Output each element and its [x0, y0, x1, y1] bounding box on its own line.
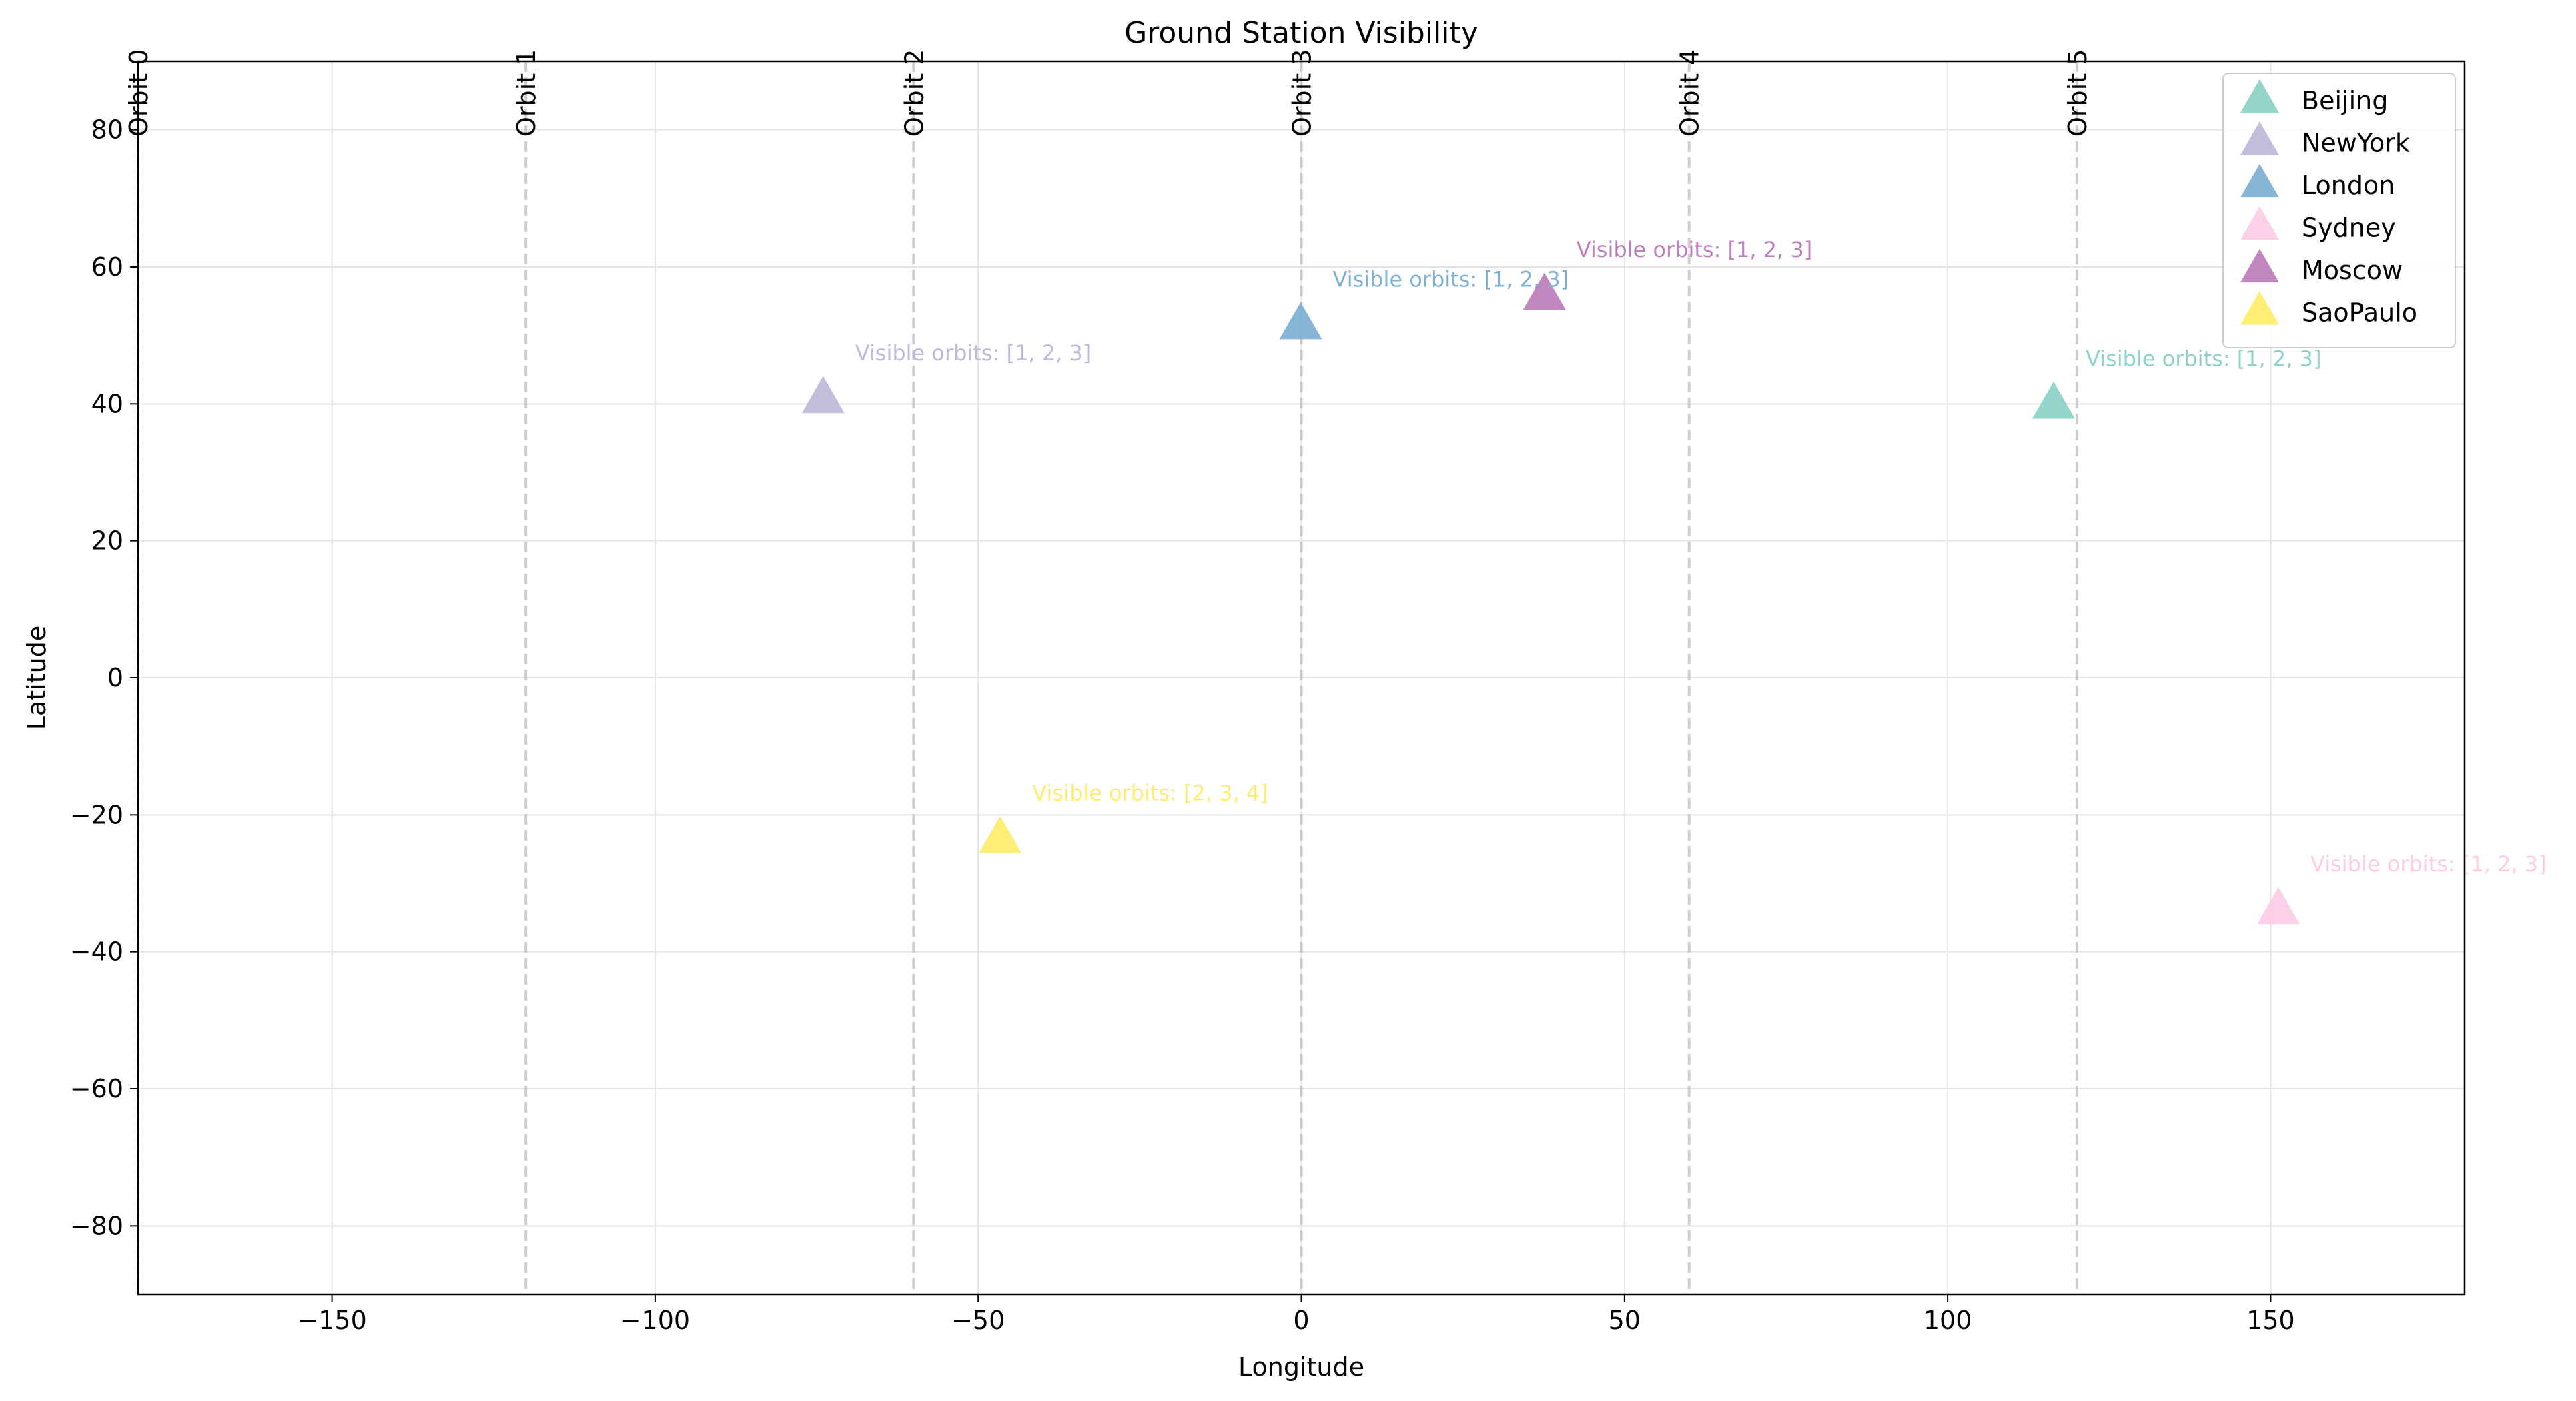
- station-annotation-london: Visible orbits: [1, 2, 3]: [1333, 266, 1569, 292]
- legend-marker: [2240, 79, 2279, 113]
- y-tick-label: −80: [70, 1211, 123, 1240]
- station-marker-newyork: [801, 376, 845, 414]
- legend-marker: [2240, 248, 2279, 283]
- annotations: Visible orbits: [1, 2, 3] Visible orbits:…: [855, 237, 2547, 877]
- x-tick-label: −150: [297, 1306, 366, 1335]
- y-tick-label: 60: [91, 252, 123, 282]
- legend-label: Beijing: [2302, 86, 2388, 115]
- station-marker-beijing: [2032, 381, 2075, 419]
- orbit-label: Orbit 0: [124, 49, 153, 137]
- legend-marker: [2240, 163, 2279, 198]
- station-annotation-sydney: Visible orbits: [1, 2, 3]: [2310, 851, 2547, 877]
- orbit-label: Orbit 1: [512, 49, 541, 137]
- station-annotation-newyork: Visible orbits: [1, 2, 3]: [855, 340, 1092, 366]
- legend-label: Moscow: [2302, 256, 2403, 285]
- y-tick-label: 0: [107, 663, 123, 692]
- legend-label: NewYork: [2302, 129, 2410, 158]
- legend-label: SaoPaulo: [2302, 298, 2417, 328]
- y-tick-label: 40: [91, 389, 123, 418]
- station-marker-london: [1279, 302, 1322, 340]
- y-tick-label: 80: [91, 115, 123, 145]
- y-axis-label: Latitude: [22, 626, 51, 730]
- y-tick-label: −20: [70, 800, 123, 829]
- x-tick-label: −50: [951, 1306, 1005, 1335]
- station-marker-sydney: [2257, 887, 2300, 925]
- orbit-labels: Orbit 0 Orbit 1 Orbit 2 Orbit 3 Orbit 4 Orbit…: [124, 49, 2092, 137]
- x-tick-label: 150: [2246, 1306, 2295, 1335]
- station-annotation-saopaulo: Visible orbits: [2, 3, 4]: [1032, 780, 1268, 805]
- legend-box: [2222, 73, 2456, 348]
- legend-label: London: [2302, 171, 2395, 200]
- y-tick-label: 20: [91, 526, 123, 556]
- station-annotation-moscow: Visible orbits: [1, 2, 3]: [1577, 237, 1813, 262]
- x-tick-label: 100: [1923, 1306, 1972, 1335]
- station-annotation-beijing: Visible orbits: [1, 2, 3]: [2086, 346, 2322, 371]
- orbit-label: Orbit 5: [2063, 49, 2092, 137]
- legend-label: Sydney: [2302, 213, 2396, 243]
- x-tick-label: 0: [1293, 1306, 1309, 1335]
- station-points: [801, 272, 2300, 925]
- legend-marker: [2240, 206, 2279, 240]
- legend-marker: [2240, 291, 2279, 325]
- x-axis-label: Longitude: [1238, 1352, 1364, 1382]
- x-tick-label: −100: [620, 1306, 690, 1335]
- station-marker-saopaulo: [979, 815, 1022, 853]
- legend-marker: [2240, 121, 2279, 155]
- legend: Beijing NewYork London Sydney Moscow SaoPaulo: [2222, 73, 2456, 348]
- y-tick-label: −40: [70, 937, 123, 967]
- axis-ticks: −150 −100 −50 0 50 100 150 −80 −60 −40 −20 0 20 40 60 8…: [70, 115, 2295, 1335]
- y-tick-label: −60: [70, 1074, 123, 1103]
- chart-title: Ground Station Visibility: [1124, 16, 1478, 50]
- orbit-label: Orbit 3: [1288, 49, 1317, 137]
- station-marker-moscow: [1523, 272, 1566, 310]
- x-tick-label: 50: [1609, 1306, 1641, 1335]
- orbit-label: Orbit 4: [1675, 49, 1705, 137]
- orbit-label: Orbit 2: [899, 49, 929, 137]
